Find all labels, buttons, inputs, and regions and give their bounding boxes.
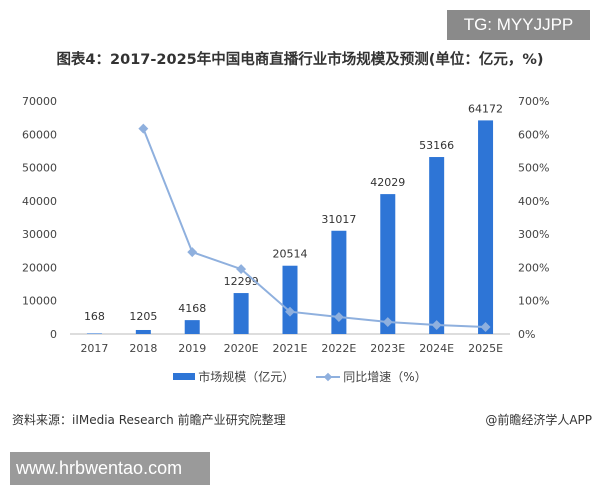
legend-line-swatch [316,372,341,381]
bar [380,194,396,334]
right-axis-tick-label: 600% [518,128,549,141]
growth-point [431,320,442,330]
legend-label: 市场规模（亿元） [198,370,295,384]
bar-data-label: 20514 [273,248,308,261]
right-axis-tick-label: 0% [518,328,535,341]
growth-point [187,247,198,258]
bar-data-label: 168 [84,310,105,323]
x-axis-tick-label: 2025E [468,342,503,355]
bar [233,293,249,334]
legend-item-line: 同比增速（%） [316,368,427,385]
x-axis-tick-label: 2024E [419,342,454,355]
left-axis-tick-label: 30000 [22,228,57,241]
growth-point [285,306,295,317]
bar [478,120,494,334]
left-axis-tick-label: 0 [50,328,57,341]
chart-plot: 0 10000 20000 30000 40000 50000 60000 70000 0% 10… [22,95,549,355]
x-axis-tick-label: 2017 [80,342,108,355]
bar-data-label: 31017 [321,213,356,226]
bar-data-label: 64172 [468,102,503,115]
left-axis-tick-label: 60000 [22,128,57,141]
website-watermark: www.hrbwentao.com [10,452,210,485]
right-axis-tick-label: 700% [518,95,549,108]
bar-data-label: 4168 [178,302,206,315]
legend-bar-swatch [173,373,196,380]
legend-label: 同比增速（%） [343,370,427,384]
bar [86,333,102,334]
growth-point [382,317,393,327]
chart-title: 图表4：2017-2025年中国电商直播行业市场规模及预测(单位：亿元，%) [56,52,544,68]
x-axis-tick-label: 2022E [321,342,356,355]
growth-point [480,322,491,332]
bar-data-label: 12299 [224,275,259,288]
x-axis-tick-label: 2023E [370,342,405,355]
credit-note: @前瞻经济学人APP [485,413,592,427]
left-axis-tick-label: 20000 [22,261,57,274]
right-axis-tick-label: 200% [518,261,549,274]
growth-point [138,123,149,134]
right-axis-tick-label: 300% [518,228,549,241]
bar-data-label: 42029 [370,176,405,189]
bar [184,320,200,334]
bar [429,157,445,334]
x-axis-tick-label: 2021E [273,342,308,355]
legend: 市场规模（亿元） 同比增速（%） [0,368,600,385]
telegram-badge: TG: MYYJJPP [447,10,590,40]
right-axis-tick-label: 500% [518,162,549,175]
left-axis-tick-label: 10000 [22,295,57,308]
source-note: 资料来源：iIMedia Research 前瞻产业研究院整理 [12,413,286,427]
bar-data-label: 1205 [129,310,157,323]
right-axis-tick-label: 400% [518,195,549,208]
x-axis-tick-label: 2020E [224,342,259,355]
growth-line [142,128,486,329]
right-axis-tick-label: 100% [518,295,549,308]
legend-item-bar: 市场规模（亿元） [173,368,294,385]
growth-point [236,264,247,275]
x-axis-tick-label: 2018 [129,342,157,355]
left-axis-tick-label: 70000 [22,95,57,108]
bar [135,329,151,334]
left-axis-tick-label: 50000 [22,162,57,175]
growth-point [333,312,344,322]
bar [331,230,347,334]
bar-data-label: 53166 [419,139,454,152]
left-axis-tick-label: 40000 [22,195,57,208]
bar [282,265,298,334]
x-axis-tick-label: 2019 [178,342,206,355]
